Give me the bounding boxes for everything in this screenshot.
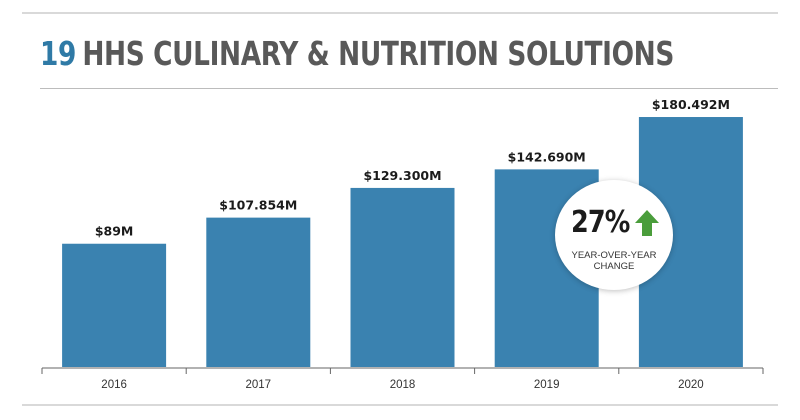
value-label-2016: $89M [95, 224, 134, 239]
x-tick-label-2018: 2018 [390, 379, 416, 391]
x-tick-label-2016: 2016 [101, 379, 127, 391]
bar-2018 [350, 187, 455, 367]
rank-number: 19 [40, 34, 76, 73]
yoy-label: YEAR-OVER-YEAR CHANGE [555, 250, 673, 272]
yoy-label-line1: YEAR-OVER-YEAR [571, 250, 657, 261]
value-label-2017: $107.854M [219, 198, 297, 213]
company-name: HHS CULINARY & NUTRITION SOLUTIONS [82, 34, 674, 73]
x-tick-label-2017: 2017 [246, 379, 272, 391]
title-divider [40, 88, 778, 89]
bar-2016 [62, 243, 167, 367]
page-title: 19 HHS CULINARY & NUTRITION SOLUTIONS [40, 34, 674, 73]
x-tick-label-2020: 2020 [678, 379, 704, 391]
yoy-change-badge: 27% YEAR-OVER-YEAR CHANGE [555, 180, 673, 290]
top-rule [22, 12, 778, 14]
value-label-2018: $129.300M [363, 168, 441, 183]
up-arrow-icon [634, 209, 659, 236]
yoy-percent: 27% [571, 205, 630, 240]
value-label-2019: $142.690M [508, 149, 586, 164]
bar-2017 [206, 217, 311, 367]
value-label-2020: $180.492M [652, 97, 730, 112]
x-tick-label-2019: 2019 [534, 379, 560, 391]
bottom-rule [22, 404, 778, 406]
yoy-label-line2: CHANGE [593, 261, 635, 272]
